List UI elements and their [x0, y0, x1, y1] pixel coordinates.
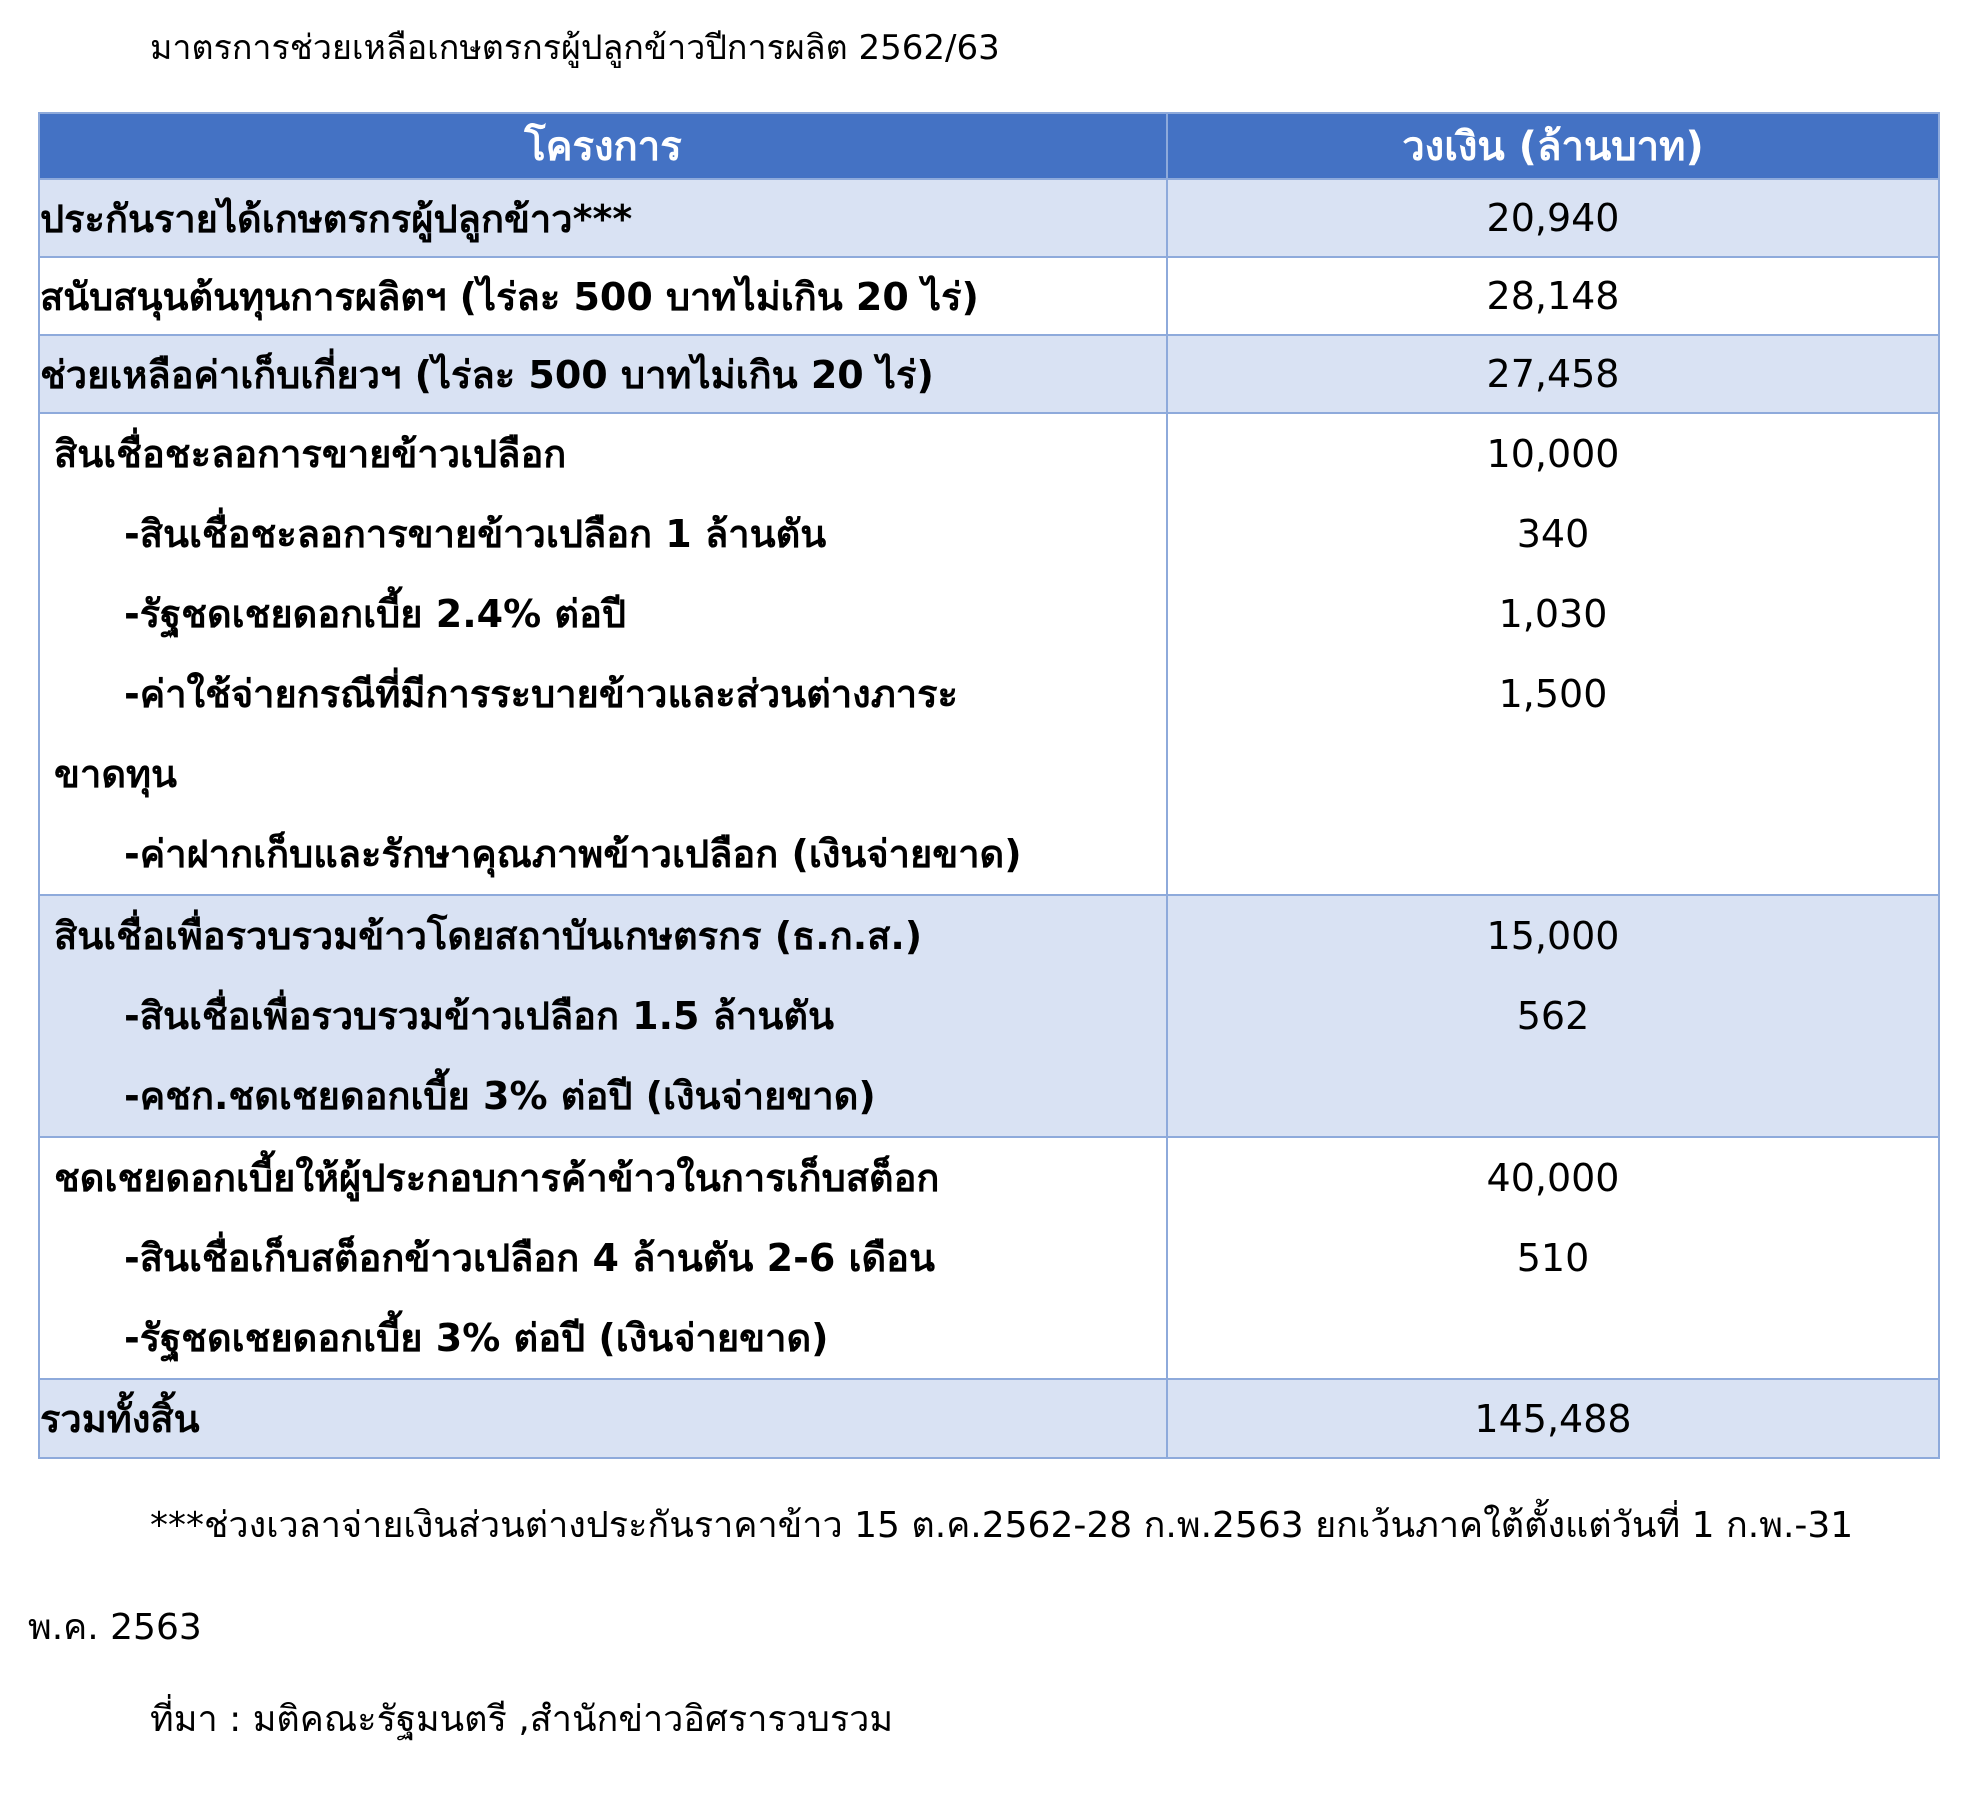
footnote-line-2: พ.ค. 2563 — [28, 1607, 202, 1648]
row-value: 1,500 — [1498, 672, 1608, 716]
row-value-group: 10,000 340 1,030 1,500 — [1166, 412, 1940, 896]
row-label: ประกันรายได้เกษตรกรผู้ปลูกข้าว*** — [38, 178, 1168, 258]
row-value: 1,030 — [1498, 592, 1608, 636]
row-value: 27,458 — [1166, 334, 1940, 414]
sub-item: -สินเชื่อเพื่อรวบรวมข้าวเปลือก 1.5 ล้านต… — [124, 994, 834, 1038]
sub-item: -ค่าฝากเก็บและรักษาคุณภาพข้าวเปลือก (เงิ… — [124, 832, 1022, 876]
row-value: 340 — [1516, 512, 1590, 556]
table-row: สินเชื่อชะลอการขายข้าวเปลือก -สินเชื่อชะ… — [38, 412, 1940, 896]
table-row: ประกันรายได้เกษตรกรผู้ปลูกข้าว*** 20,940 — [38, 178, 1940, 258]
table-header-row: โครงการ วงเงิน (ล้านบาท) — [38, 112, 1940, 180]
assistance-measures-table: โครงการ วงเงิน (ล้านบาท) ประกันรายได้เกษ… — [38, 112, 1940, 1459]
row-label: สนับสนุนต้นทุนการผลิตฯ (ไร่ละ 500 บาทไม่… — [38, 256, 1168, 336]
table-row: สินเชื่อเพื่อรวบรวมข้าวโดยสถาบันเกษตรกร … — [38, 894, 1940, 1138]
total-value: 145,488 — [1166, 1378, 1940, 1459]
table-row: สนับสนุนต้นทุนการผลิตฯ (ไร่ละ 500 บาทไม่… — [38, 256, 1940, 336]
column-header-project: โครงการ — [38, 112, 1168, 180]
row-value: 510 — [1516, 1236, 1590, 1280]
row-value: 40,000 — [1486, 1156, 1620, 1200]
row-label-group: ชดเชยดอกเบี้ยให้ผู้ประกอบการค้าข้าวในการ… — [38, 1136, 1168, 1380]
table-row: ช่วยเหลือค่าเก็บเกี่ยวฯ (ไร่ละ 500 บาทไม… — [38, 334, 1940, 414]
group-label: สินเชื่อชะลอการขายข้าวเปลือก — [54, 432, 567, 476]
row-label-group: สินเชื่อเพื่อรวบรวมข้าวโดยสถาบันเกษตรกร … — [38, 894, 1168, 1138]
column-header-budget: วงเงิน (ล้านบาท) — [1166, 112, 1940, 180]
group-label: ชดเชยดอกเบี้ยให้ผู้ประกอบการค้าข้าวในการ… — [54, 1156, 940, 1200]
source-attribution: ที่มา : มติคณะรัฐมนตรี ,สำนักข่าวอิศรารว… — [150, 1699, 894, 1740]
table-row: ชดเชยดอกเบี้ยให้ผู้ประกอบการค้าข้าวในการ… — [38, 1136, 1940, 1380]
row-value: 15,000 — [1486, 914, 1620, 958]
sub-item: -คชก.ชดเชยดอกเบี้ย 3% ต่อปี (เงินจ่ายขาด… — [124, 1074, 876, 1118]
sub-item: -ค่าใช้จ่ายกรณีที่มีการระบายข้าวและส่วนต… — [124, 672, 958, 716]
group-label: สินเชื่อเพื่อรวบรวมข้าวโดยสถาบันเกษตรกร … — [54, 914, 923, 958]
total-label: รวมทั้งสิ้น — [38, 1378, 1168, 1459]
page-title: มาตรการช่วยเหลือเกษตรกรผู้ปลูกข้าวปีการผ… — [150, 28, 1000, 68]
sub-item: -รัฐชดเชยดอกเบี้ย 3% ต่อปี (เงินจ่ายขาด) — [124, 1316, 829, 1360]
sub-item: -รัฐชดเชยดอกเบี้ย 2.4% ต่อปี — [124, 592, 627, 636]
row-value: 10,000 — [1486, 432, 1620, 476]
row-value: 562 — [1516, 994, 1590, 1038]
row-value-group: 40,000 510 — [1166, 1136, 1940, 1380]
table-total-row: รวมทั้งสิ้น 145,488 — [38, 1378, 1940, 1459]
sub-item-continuation: ขาดทุน — [54, 752, 178, 796]
sub-item: -สินเชื่อชะลอการขายข้าวเปลือก 1 ล้านตัน — [124, 512, 827, 556]
footnote-line-1: ***ช่วงเวลาจ่ายเงินส่วนต่างประกันราคาข้า… — [150, 1505, 1854, 1546]
row-value: 28,148 — [1166, 256, 1940, 336]
row-value: 20,940 — [1166, 178, 1940, 258]
row-label-group: สินเชื่อชะลอการขายข้าวเปลือก -สินเชื่อชะ… — [38, 412, 1168, 896]
row-value-group: 15,000 562 — [1166, 894, 1940, 1138]
row-label: ช่วยเหลือค่าเก็บเกี่ยวฯ (ไร่ละ 500 บาทไม… — [38, 334, 1168, 414]
sub-item: -สินเชื่อเก็บสต็อกข้าวเปลือก 4 ล้านตัน 2… — [124, 1236, 935, 1280]
